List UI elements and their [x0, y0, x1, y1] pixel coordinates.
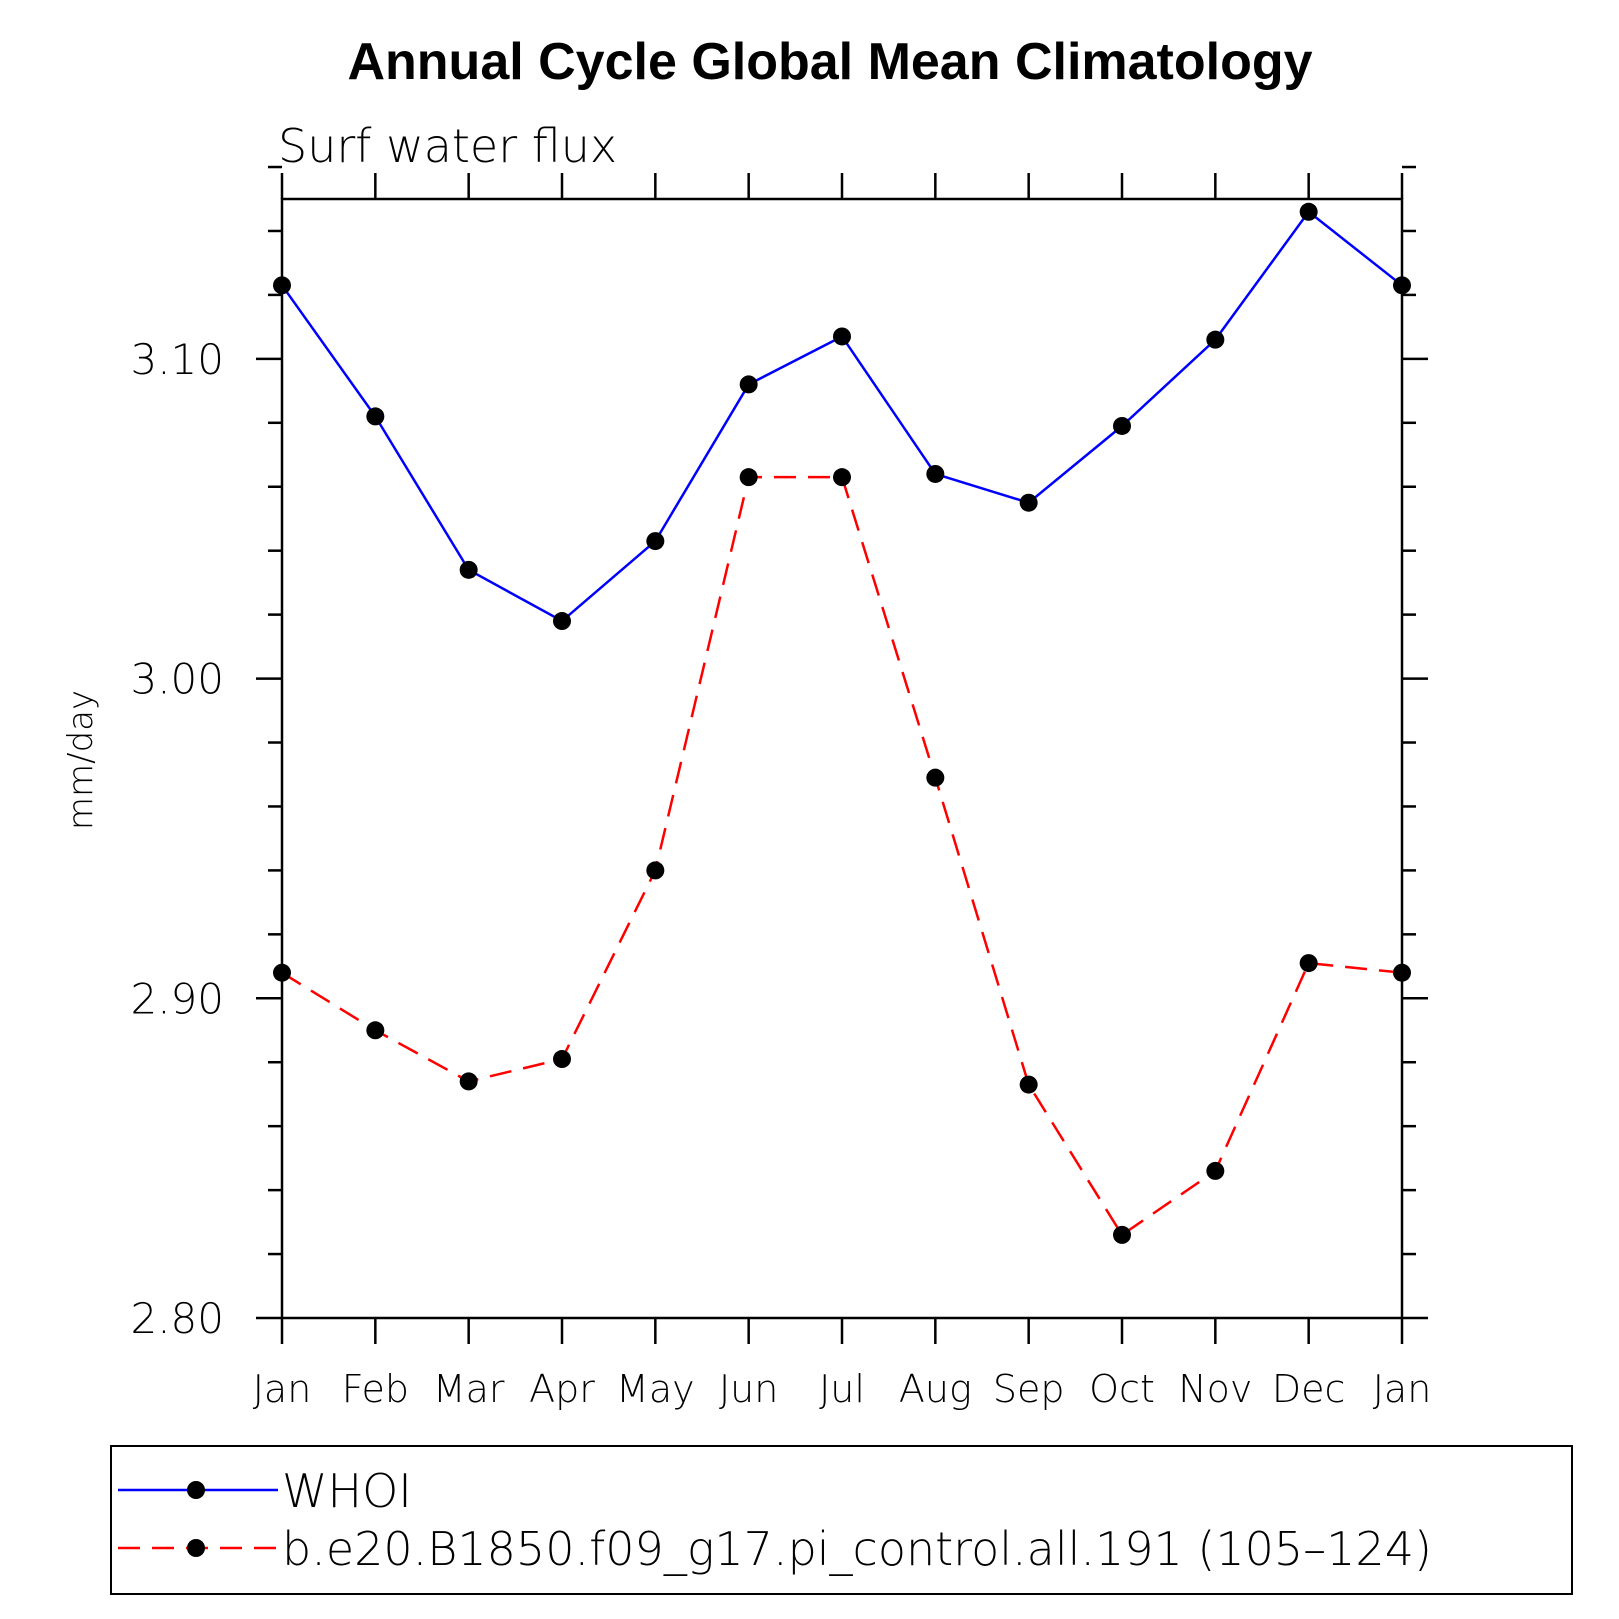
y-tick-label: 2.90 [130, 974, 224, 1023]
data-point [366, 1021, 385, 1040]
y-axis-label: mm/day [61, 690, 101, 830]
data-point [1393, 963, 1411, 982]
y-tick-label: 3.10 [130, 335, 224, 384]
data-point [273, 963, 291, 982]
data-point [1206, 330, 1225, 349]
x-tick-label: Jun [719, 1367, 778, 1411]
data-point [273, 276, 291, 295]
data-point [926, 768, 945, 787]
series-line-0 [280, 210, 1403, 623]
legend-box [110, 1445, 1573, 1595]
data-point [1019, 493, 1038, 512]
data-point [833, 327, 851, 346]
chart-title: Annual Cycle Global Mean Climatology [347, 33, 1312, 91]
x-tick-label: May [616, 1367, 695, 1411]
data-point [1019, 1075, 1038, 1094]
x-tick-label: Jan [253, 1367, 312, 1411]
data-point [926, 464, 945, 483]
data-point [1113, 416, 1131, 435]
data-point [739, 468, 758, 487]
data-point [646, 532, 665, 551]
data-point [833, 468, 851, 487]
data-point [1206, 1161, 1225, 1180]
legend-label: WHOI [282, 1464, 412, 1518]
x-tick-label: Jan [1373, 1367, 1432, 1411]
x-tick-label: Oct [1089, 1367, 1155, 1411]
x-tick-label: Aug [899, 1367, 972, 1411]
legend-marker [187, 1481, 205, 1499]
x-tick-label: Sep [993, 1367, 1065, 1411]
chart-subtitle: Surf water flux [278, 119, 617, 173]
x-tick-label: Nov [1178, 1367, 1252, 1411]
legend-marker [187, 1539, 205, 1557]
data-point [553, 1050, 571, 1069]
x-tick-label: Mar [433, 1367, 505, 1411]
legend-label: b.e20.B1850.f09_g17.pi_control.all.191 (… [282, 1522, 1432, 1576]
x-tick-label: Apr [529, 1367, 595, 1411]
data-point [366, 407, 385, 426]
data-point [1299, 954, 1318, 973]
x-tick-label: Dec [1272, 1367, 1346, 1411]
data-point [459, 560, 478, 579]
data-point [1299, 202, 1318, 221]
data-point [553, 612, 571, 631]
data-point [739, 375, 758, 394]
plot-frame [280, 197, 1404, 1320]
y-tick-label: 3.00 [130, 655, 224, 704]
data-point [646, 861, 665, 880]
x-tick-label: Feb [342, 1367, 409, 1411]
data-point [1393, 276, 1411, 295]
x-tick-label: Jul [819, 1367, 865, 1411]
series-line-1 [281, 475, 1403, 1237]
data-point [1113, 1225, 1131, 1244]
y-tick-label: 2.80 [130, 1294, 224, 1343]
data-point [459, 1072, 478, 1091]
